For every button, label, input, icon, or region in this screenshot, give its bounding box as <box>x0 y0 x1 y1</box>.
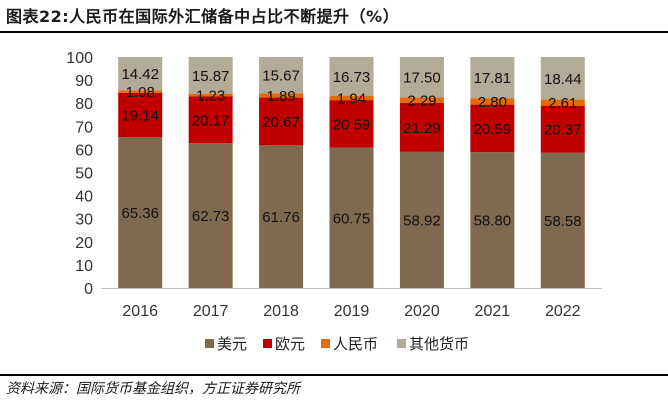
bar-segment-欧元-2018 <box>259 97 304 146</box>
y-tick-label: 30 <box>75 212 93 229</box>
legend-swatch <box>397 339 406 348</box>
bar-segment-人民币-2021 <box>470 98 515 105</box>
data-label: 20.59 <box>474 121 512 138</box>
x-tick-label: 2017 <box>193 303 229 320</box>
figure-title: 图表22:人民币在国际外汇储备中占比不断提升（%） <box>6 7 400 26</box>
data-label: 20.67 <box>262 114 300 131</box>
bottom-rule <box>0 374 668 376</box>
data-label: 62.73 <box>192 208 230 225</box>
bar-segment-欧元-2020 <box>399 102 444 152</box>
x-tick-label: 2016 <box>122 303 158 320</box>
bar-segment-人民币-2019 <box>329 95 374 101</box>
data-label: 58.92 <box>403 212 441 229</box>
x-tick-label: 2021 <box>475 303 511 320</box>
bar-segment-美元-2020 <box>399 151 444 288</box>
bar-segment-人民币-2020 <box>399 97 444 103</box>
bar-segment-欧元-2019 <box>329 100 374 148</box>
bar-segment-美元-2021 <box>470 152 515 288</box>
legend-swatch <box>205 339 214 348</box>
bar-segment-其他货币-2022 <box>540 57 585 100</box>
legend-label: 欧元 <box>275 335 305 353</box>
x-tick-label: 2022 <box>545 303 581 320</box>
bar-segment-欧元-2021 <box>470 104 515 153</box>
data-label: 19.14 <box>121 107 159 124</box>
bar-segment-其他货币-2021 <box>470 57 515 99</box>
bar-segment-其他货币-2016 <box>118 57 163 91</box>
data-label: 60.75 <box>333 210 371 227</box>
bar-segment-美元-2022 <box>540 152 585 288</box>
y-tick-label: 80 <box>75 96 93 113</box>
y-tick-label: 20 <box>75 235 93 252</box>
data-label: 20.17 <box>192 112 230 129</box>
bar-segment-其他货币-2018 <box>259 57 304 94</box>
data-label: 65.36 <box>121 205 159 222</box>
bar-segment-欧元-2016 <box>118 92 163 138</box>
x-tick-label: 2019 <box>334 303 370 320</box>
bar-segment-其他货币-2019 <box>329 56 374 96</box>
legend-label: 人民币 <box>333 335 378 353</box>
bar-segment-其他货币-2017 <box>188 57 233 94</box>
bar-segment-欧元-2022 <box>540 105 585 153</box>
legend: 美元 欧元 人民币 其他货币 <box>205 335 469 353</box>
y-tick-label: 60 <box>75 142 93 159</box>
data-label: 2.80 <box>478 94 507 111</box>
data-label: 18.44 <box>544 71 582 88</box>
y-tick-label: 0 <box>84 281 93 298</box>
x-tick-label: 2020 <box>404 303 440 320</box>
data-label: 61.76 <box>262 209 300 226</box>
data-label: 17.81 <box>474 70 512 87</box>
x-tick-label: 2018 <box>263 303 299 320</box>
bar-segment-美元-2017 <box>188 143 233 288</box>
bar-segment-人民币-2017 <box>188 93 233 97</box>
data-label: 21.29 <box>403 120 441 137</box>
bar-segment-美元-2019 <box>329 147 374 288</box>
data-label: 16.73 <box>333 69 371 86</box>
y-axis: 0 10 20 30 40 50 60 70 80 90 100 <box>66 50 93 298</box>
data-label: 15.87 <box>192 68 230 85</box>
data-label: 58.58 <box>544 213 582 230</box>
bar-segment-人民币-2016 <box>118 90 163 93</box>
legend-label: 美元 <box>217 335 247 353</box>
y-tick-label: 100 <box>66 50 93 67</box>
data-label: 20.37 <box>544 122 582 139</box>
bar-segment-人民币-2022 <box>540 99 585 106</box>
data-label: 2.61 <box>548 95 577 112</box>
data-label: 2.29 <box>407 93 436 110</box>
data-label: 1.08 <box>126 84 155 101</box>
data-label: 20.59 <box>333 116 371 133</box>
bar-segment-人民币-2018 <box>259 93 304 98</box>
data-label: 14.42 <box>121 66 159 83</box>
y-tick-label: 10 <box>75 258 93 275</box>
data-label: 1.23 <box>196 88 225 105</box>
y-tick-label: 40 <box>75 189 93 206</box>
data-label: 1.89 <box>266 88 295 105</box>
top-rule <box>0 31 668 33</box>
bar-segment-美元-2018 <box>259 145 304 288</box>
bar-segment-美元-2016 <box>118 137 163 288</box>
legend-swatch <box>263 339 272 348</box>
x-axis: 2016 2017 2018 2019 2020 2021 2022 <box>101 288 602 320</box>
y-tick-label: 70 <box>75 119 93 136</box>
data-label: 15.67 <box>262 68 300 85</box>
data-label: 1.94 <box>337 90 366 107</box>
legend-swatch <box>321 339 330 348</box>
y-tick-label: 50 <box>75 166 93 183</box>
legend-label: 其他货币 <box>409 335 469 353</box>
source-note: 资料来源：国际货币基金组织，方正证券研究所 <box>6 381 300 397</box>
data-label: 17.50 <box>403 70 441 87</box>
bar-segment-其他货币-2020 <box>399 57 444 98</box>
data-label: 58.80 <box>474 213 512 230</box>
y-tick-label: 90 <box>75 73 93 90</box>
bar-segment-欧元-2017 <box>188 96 233 144</box>
